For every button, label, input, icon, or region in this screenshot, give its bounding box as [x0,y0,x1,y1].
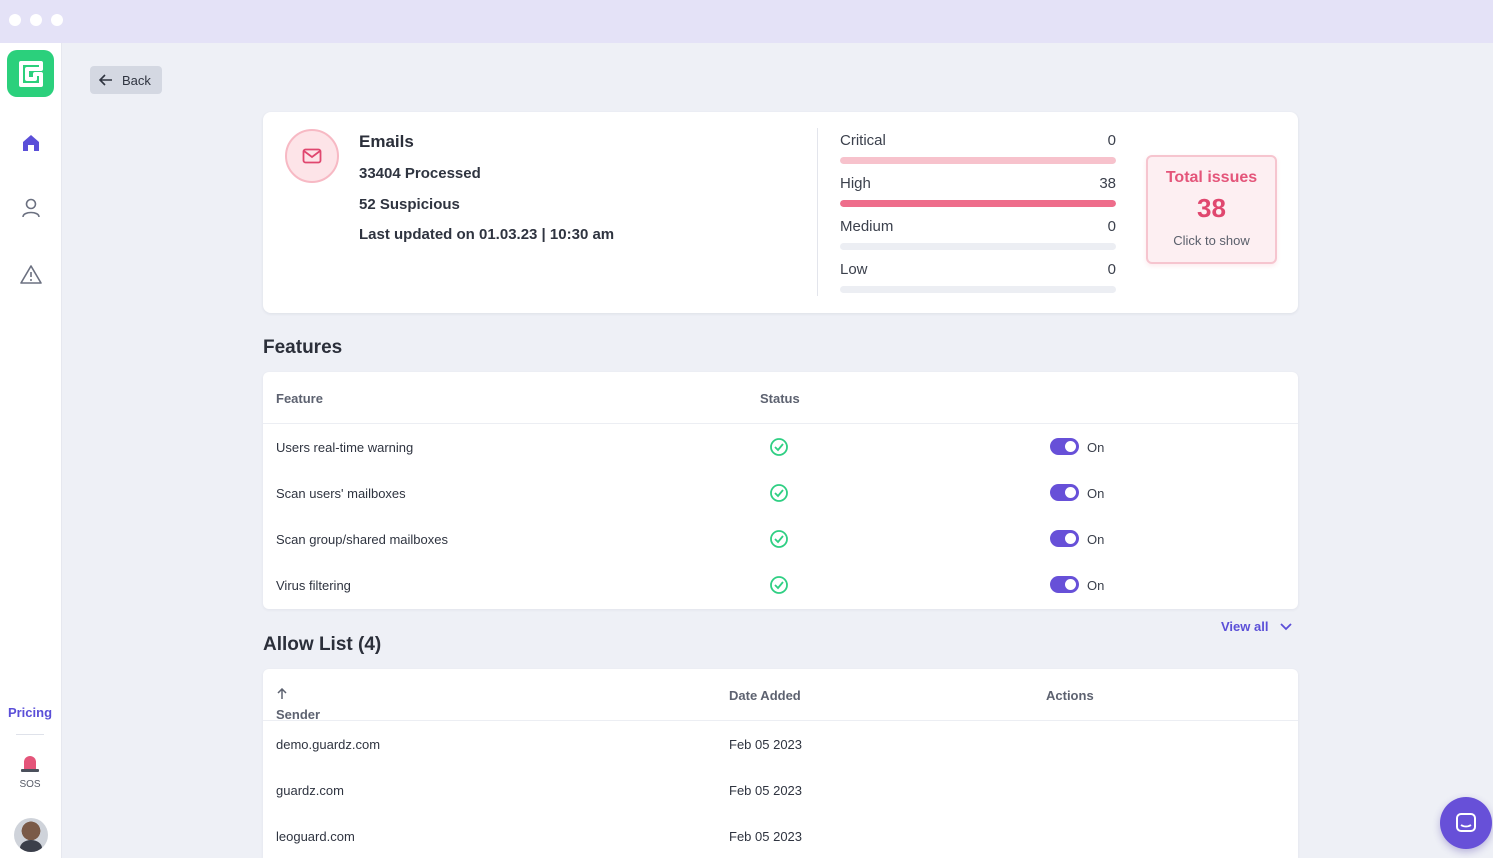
feature-name: Scan group/shared mailboxes [276,532,448,547]
features-table: Feature Status Users real-time warning O… [263,372,1298,609]
feature-toggle[interactable] [1050,484,1079,501]
total-issues-title: Total issues [1165,169,1258,186]
date-cell: Feb 05 2023 [729,783,803,798]
severity-bar-track [840,200,1116,207]
severity-label: Critical [840,132,886,149]
severity-label: Low [840,261,868,278]
column-header-actions: Actions [1046,688,1094,703]
guardz-logo-icon[interactable] [7,50,54,97]
date-cell: Feb 05 2023 [729,829,803,844]
user-icon[interactable] [18,195,44,221]
total-issues-button[interactable]: Total issues 38 Click to show [1146,155,1277,264]
summary-title: Emails [359,132,414,151]
table-row: Scan users' mailboxes On [263,470,1298,516]
allow-list-title: Allow List (4) [263,634,382,655]
severity-row-high: High 38 [840,175,1116,207]
toggle-label: On [1087,440,1105,455]
table-row: Virus filtering On [263,562,1298,608]
column-header-sender[interactable]: Sender [276,688,320,722]
view-all-label: View all [1221,619,1269,634]
window-dot[interactable] [9,14,21,26]
check-circle-icon [770,530,788,548]
check-circle-icon [770,484,788,502]
email-summary-card: Emails 33404 Processed 52 Suspicious Las… [263,112,1298,313]
last-updated: Last updated on 01.03.23 | 10:30 am [359,226,615,243]
mail-icon [285,129,339,183]
arrow-left-icon [99,74,112,86]
sender-cell: guardz.com [276,783,344,798]
severity-bar-track [840,243,1116,250]
home-icon[interactable] [18,130,44,156]
severity-row-medium: Medium 0 [840,218,1116,250]
summary-divider [817,128,818,296]
check-circle-icon [770,438,788,456]
avatar[interactable] [14,818,48,852]
column-header-date: Date Added [729,688,801,703]
window-titlebar [0,0,1493,43]
sidebar-divider [16,734,44,735]
sos-button[interactable]: SOS [13,753,47,790]
severity-count: 38 [1099,175,1116,192]
table-row: guardz.com Feb 05 2023 [263,767,1298,813]
table-row: Users real-time warning On [263,424,1298,470]
severity-count: 0 [1107,218,1116,235]
feature-toggle[interactable] [1050,530,1079,547]
siren-icon [21,756,39,772]
sort-ascending-icon [277,688,287,699]
chevron-down-icon [1280,622,1293,630]
back-button[interactable]: Back [90,66,162,94]
column-header-feature: Feature [276,391,323,406]
sidebar: Pricing SOS [0,43,62,858]
sender-cell: demo.guardz.com [276,737,381,752]
window-dot[interactable] [30,14,42,26]
sender-cell: leoguard.com [276,829,355,844]
back-button-label: Back [122,72,151,88]
sos-label: SOS [19,779,41,790]
date-cell: Feb 05 2023 [729,737,803,752]
feature-name: Scan users' mailboxes [276,486,406,501]
column-header-sender-label: Sender [276,707,321,722]
total-issues-hint: Click to show [1173,233,1250,248]
total-issues-value: 38 [1197,193,1226,223]
table-row: Scan group/shared mailboxes On [263,516,1298,562]
feature-name: Users real-time warning [276,440,414,455]
feature-name: Virus filtering [276,578,351,593]
processed-count: 33404 Processed [359,165,481,182]
table-row: demo.guardz.com Feb 05 2023 [263,721,1298,767]
check-circle-icon [770,576,788,594]
pricing-link[interactable]: Pricing [7,705,53,720]
severity-row-low: Low 0 [840,261,1116,293]
feature-toggle[interactable] [1050,438,1079,455]
alert-triangle-icon[interactable] [18,262,44,288]
features-table-header: Feature Status [263,372,1298,424]
feature-toggle[interactable] [1050,576,1079,593]
column-header-status: Status [760,391,800,406]
severity-label: Medium [840,218,894,235]
suspicious-count: 52 Suspicious [359,196,460,213]
severity-bar-track [840,286,1116,293]
window-dot[interactable] [51,14,63,26]
severity-count: 0 [1107,132,1116,149]
severity-bar-track [840,157,1116,164]
features-title: Features [263,337,343,358]
allow-list-table: Sender Date Added Actions demo.guardz.co… [263,669,1298,858]
severity-count: 0 [1107,261,1116,278]
chat-button[interactable] [1440,797,1492,849]
severity-row-critical: Critical 0 [840,132,1116,164]
chat-icon [1456,813,1476,832]
toggle-label: On [1087,532,1105,547]
allow-list-table-header: Sender Date Added Actions [263,669,1298,722]
severity-bar-fill [840,200,1116,207]
table-row: leoguard.com Feb 05 2023 [263,813,1298,858]
severity-bar-fill [840,157,1116,164]
view-all-link[interactable]: View all [1221,619,1293,634]
toggle-label: On [1087,578,1105,593]
severity-label: High [840,175,871,192]
toggle-label: On [1087,486,1105,501]
